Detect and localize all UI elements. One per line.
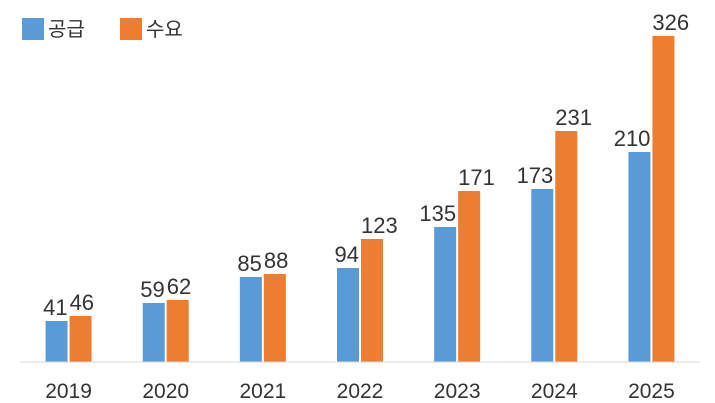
data-label-supply-2020: 59 [140, 277, 164, 302]
bar-demand-2024 [555, 131, 578, 362]
bar-demand-2020 [166, 300, 189, 362]
x-tick-label-2020: 2020 [142, 380, 189, 403]
data-label-supply-2022: 94 [335, 242, 359, 267]
x-tick-label-2023: 2023 [434, 380, 481, 403]
bar-supply-2024 [531, 189, 554, 362]
x-tick-label-2021: 2021 [239, 380, 286, 403]
bar-supply-2020 [142, 303, 165, 362]
x-tick-label-2022: 2022 [337, 380, 384, 403]
x-tick-label-2019: 2019 [45, 380, 92, 403]
data-label-supply-2023: 135 [419, 201, 456, 226]
data-label-demand-2019: 46 [70, 290, 94, 315]
bar-supply-2019 [45, 321, 68, 362]
bar-demand-2023 [458, 191, 481, 362]
legend-swatch-2 [120, 18, 142, 40]
x-tick-label-2024: 2024 [531, 380, 578, 403]
bar-supply-2023 [434, 227, 457, 362]
x-axis-tick-labels: 2019 2020 2021 2022 2023 2024 2025 [45, 380, 675, 403]
bar-supply-2025 [628, 152, 651, 362]
bar-supply-2022 [337, 268, 359, 362]
chart-legend: 공급 수요 [22, 17, 183, 41]
data-label-demand-2022: 123 [361, 213, 398, 238]
bar-supply-2021 [239, 277, 262, 362]
bar-demand-2021 [263, 274, 286, 362]
legend-label-1: 공급 [48, 17, 85, 41]
x-tick-label-2025: 2025 [628, 380, 675, 403]
bar-demand-2019 [69, 316, 92, 362]
data-label-demand-2020: 62 [167, 274, 191, 299]
data-label-supply-2021: 85 [237, 251, 261, 276]
bar-demand-2025 [652, 36, 675, 362]
bar-demand-2022 [361, 239, 383, 362]
data-label-demand-2024: 231 [555, 105, 592, 130]
chart-bars [45, 36, 675, 362]
data-label-supply-2025: 210 [614, 126, 651, 151]
legend-item-2: 수요 [120, 17, 183, 41]
legend-item-1: 공급 [22, 17, 85, 41]
data-label-demand-2025: 326 [652, 10, 689, 35]
data-label-demand-2021: 88 [264, 248, 288, 273]
legend-label-2: 수요 [146, 17, 183, 41]
data-label-supply-2024: 173 [517, 163, 554, 188]
data-label-supply-2019: 41 [43, 295, 67, 320]
data-label-demand-2023: 171 [458, 165, 495, 190]
legend-swatch-1 [22, 18, 44, 40]
